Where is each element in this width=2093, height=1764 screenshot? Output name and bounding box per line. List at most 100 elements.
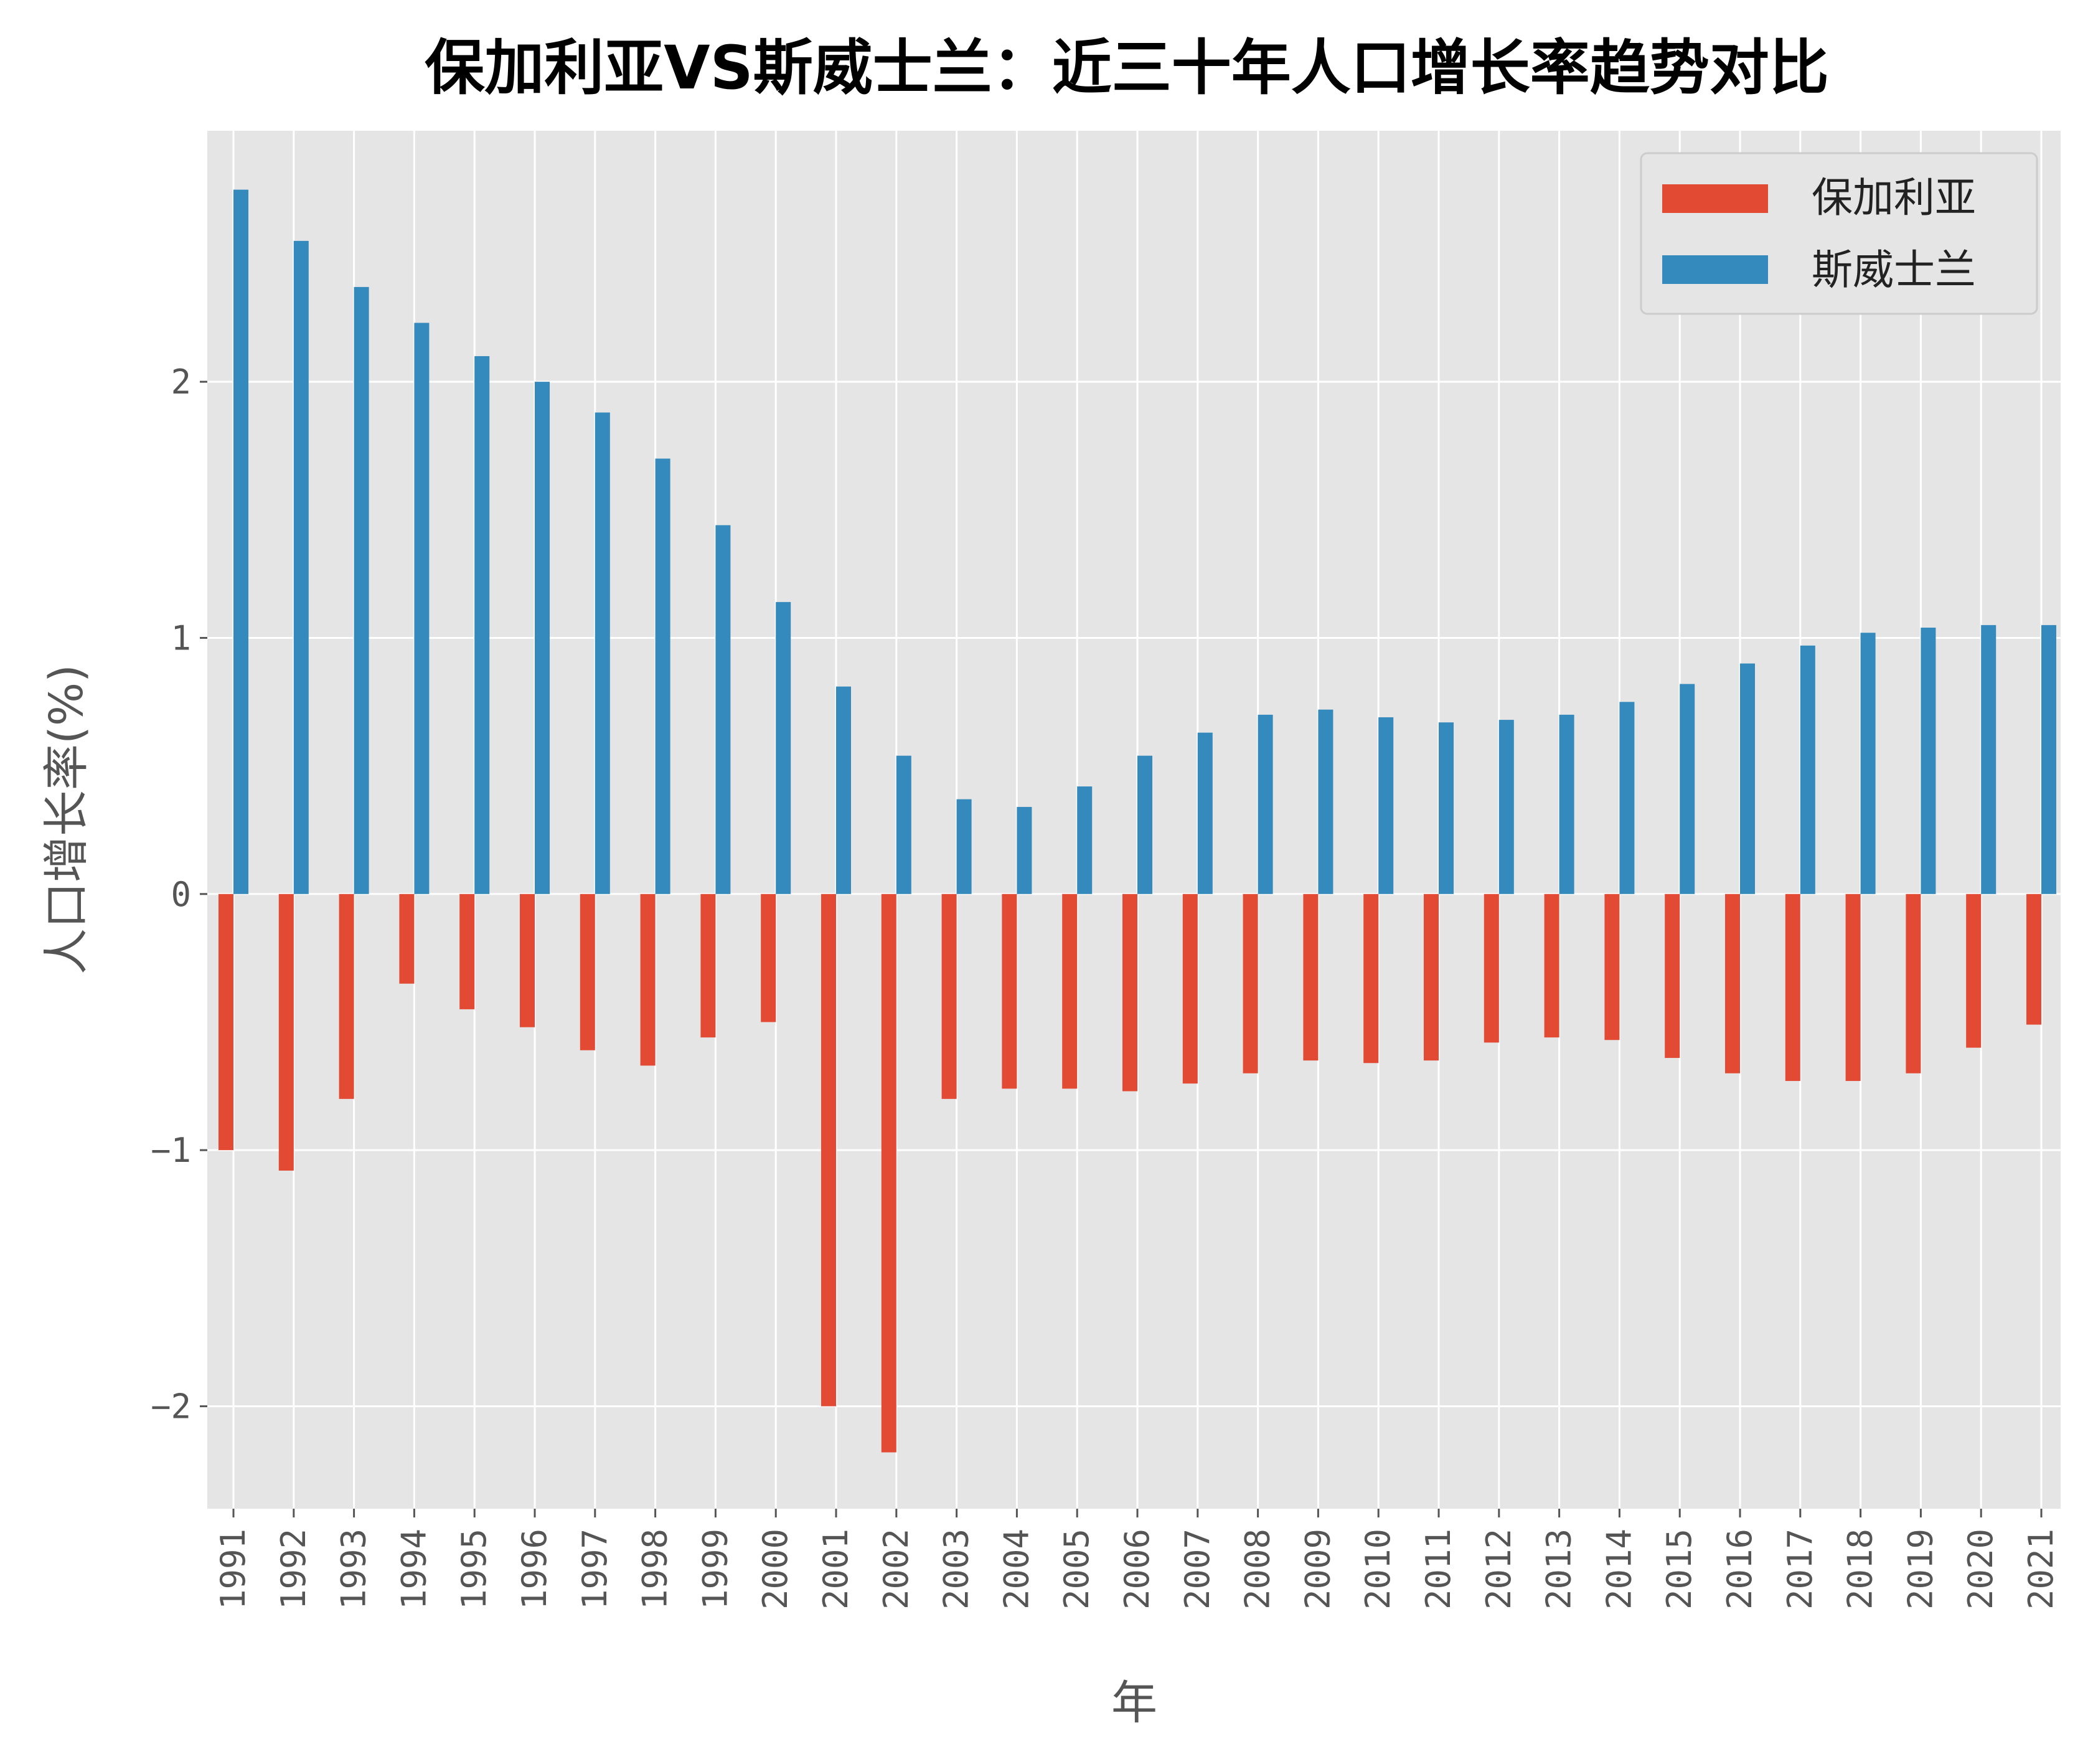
bar-bulgaria-2014 [1604, 894, 1620, 1040]
bar-series [219, 189, 2056, 1453]
bar-bulgaria-1997 [580, 894, 595, 1050]
bar-eswatini-1999 [715, 525, 731, 894]
bar-eswatini-2021 [2041, 625, 2056, 894]
bar-eswatini-2002 [896, 755, 911, 894]
bar-eswatini-2013 [1559, 714, 1574, 894]
x-axis-label: 年 [1111, 1676, 1157, 1730]
legend-swatch-bulgaria [1662, 184, 1768, 213]
y-tick-label: 2 [171, 362, 191, 402]
x-tick-label: 2007 [1178, 1529, 1217, 1610]
x-tick-label: 2000 [756, 1529, 795, 1610]
x-tick-label: 1998 [636, 1529, 675, 1610]
bar-bulgaria-1996 [520, 894, 535, 1027]
bar-bulgaria-2001 [821, 894, 836, 1407]
bar-eswatini-1998 [655, 458, 670, 894]
bar-eswatini-2000 [776, 601, 791, 894]
bar-eswatini-1992 [293, 240, 309, 894]
bar-eswatini-2007 [1197, 732, 1213, 894]
bar-eswatini-2008 [1258, 714, 1273, 894]
bar-bulgaria-2011 [1424, 894, 1439, 1061]
bar-bulgaria-1993 [339, 894, 354, 1099]
bar-eswatini-2016 [1740, 663, 1755, 894]
bar-eswatini-2006 [1137, 755, 1152, 894]
x-tick-label: 2002 [877, 1529, 916, 1610]
bar-bulgaria-2004 [1002, 894, 1017, 1089]
bar-eswatini-2019 [1921, 627, 1936, 894]
bar-eswatini-2020 [1981, 625, 1997, 894]
bar-bulgaria-2019 [1906, 894, 1921, 1073]
bar-eswatini-1994 [414, 323, 430, 894]
bar-bulgaria-2012 [1484, 894, 1499, 1043]
bar-bulgaria-1995 [459, 894, 475, 1009]
x-tick-label: 2003 [937, 1529, 976, 1610]
bar-eswatini-2015 [1680, 684, 1695, 894]
y-tick-label: 1 [171, 618, 191, 658]
bar-eswatini-2017 [1800, 645, 1815, 894]
x-tick-label: 1991 [214, 1529, 253, 1610]
bar-eswatini-2014 [1619, 702, 1635, 894]
bar-bulgaria-2015 [1665, 894, 1680, 1059]
bar-eswatini-2009 [1318, 709, 1333, 894]
x-tick-label: 2015 [1660, 1529, 1699, 1610]
x-tick-label: 2004 [997, 1529, 1036, 1610]
x-tick-label: 2011 [1419, 1529, 1458, 1610]
bar-bulgaria-2021 [2026, 894, 2041, 1025]
y-tick-label: −2 [151, 1387, 191, 1426]
bar-eswatini-2001 [836, 686, 851, 894]
chart-title: 保加利亚VS斯威士兰：近三十年人口增长率趋势对比 [425, 33, 1828, 103]
bar-bulgaria-2013 [1544, 894, 1559, 1038]
bar-bulgaria-2008 [1243, 894, 1258, 1073]
bar-eswatini-2011 [1439, 722, 1454, 894]
x-tick-label: 2010 [1358, 1529, 1398, 1610]
bar-eswatini-1993 [354, 286, 369, 894]
x-tick-label: 1997 [575, 1529, 614, 1610]
legend-swatch-eswatini [1662, 255, 1768, 284]
bar-bulgaria-2006 [1122, 894, 1137, 1092]
bar-bulgaria-2000 [761, 894, 776, 1022]
x-tick-label: 2017 [1780, 1529, 1820, 1610]
x-tick-label: 2020 [1961, 1529, 2000, 1610]
bar-eswatini-2018 [1860, 633, 1876, 894]
x-tick-label: 2012 [1479, 1529, 1518, 1610]
x-tick-label: 1993 [334, 1529, 374, 1610]
bar-eswatini-2003 [956, 799, 972, 894]
bar-bulgaria-2016 [1725, 894, 1740, 1073]
legend-label-bulgaria: 保加利亚 [1812, 174, 1976, 222]
x-tick-label: 1994 [394, 1529, 433, 1610]
x-tick-label: 1999 [695, 1529, 735, 1610]
bar-bulgaria-1998 [640, 894, 656, 1066]
bar-bulgaria-2010 [1363, 894, 1379, 1064]
bar-bulgaria-1991 [219, 894, 233, 1151]
bar-eswatini-2012 [1498, 720, 1514, 894]
x-tick-label: 2001 [816, 1529, 855, 1610]
bar-bulgaria-2018 [1845, 894, 1861, 1082]
bar-bulgaria-2009 [1303, 894, 1319, 1061]
bar-bulgaria-2020 [1966, 894, 1982, 1048]
bar-bulgaria-1992 [278, 894, 294, 1171]
x-tick-label: 2014 [1599, 1529, 1639, 1610]
x-tick-label: 2006 [1117, 1529, 1157, 1610]
x-tick-label: 2016 [1720, 1529, 1759, 1610]
bar-eswatini-2004 [1017, 806, 1032, 894]
bar-bulgaria-2003 [941, 894, 957, 1099]
x-tick-label: 2005 [1057, 1529, 1096, 1610]
bar-bulgaria-2017 [1785, 894, 1800, 1082]
y-tick-label: −1 [151, 1131, 191, 1170]
bar-bulgaria-1994 [399, 894, 415, 984]
x-axis: 1991 1992 1993 1994 1995 1996 1997 1998 1999 2000… [214, 1509, 2061, 1610]
bar-eswatini-1996 [535, 382, 550, 894]
legend-label-eswatini: 斯威士兰 [1812, 246, 1976, 294]
bar-eswatini-1997 [595, 412, 610, 894]
bar-eswatini-1995 [474, 356, 490, 894]
x-tick-label: 1996 [515, 1529, 554, 1610]
x-tick-label: 2008 [1238, 1529, 1277, 1610]
bar-eswatini-1991 [233, 189, 248, 894]
x-tick-label: 2021 [2021, 1529, 2061, 1610]
x-tick-label: 2013 [1540, 1529, 1579, 1610]
x-tick-label: 2009 [1298, 1529, 1337, 1610]
x-tick-label: 2018 [1841, 1529, 1880, 1610]
x-tick-label: 1992 [274, 1529, 313, 1610]
y-tick-label: 0 [171, 875, 191, 914]
